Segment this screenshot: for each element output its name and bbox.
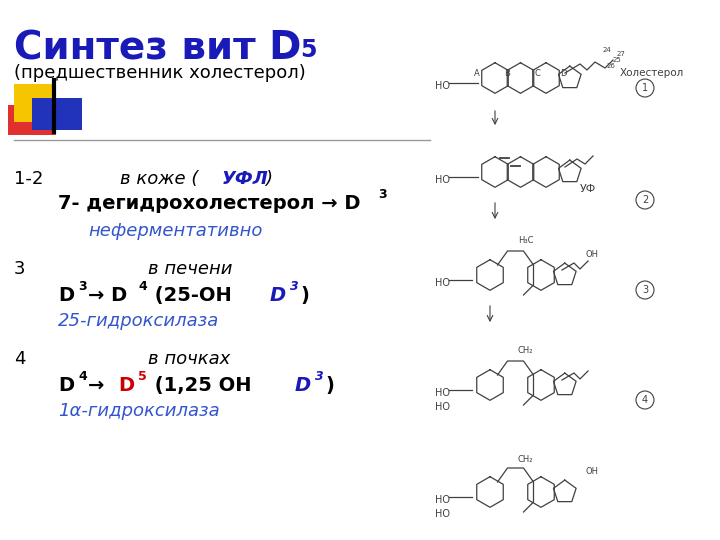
Text: 4: 4	[642, 395, 648, 405]
Text: C: C	[534, 70, 540, 78]
Text: CH₂: CH₂	[518, 455, 534, 464]
Text: ): )	[265, 170, 272, 188]
Bar	[8, 105, 56, 135]
Text: 1-2: 1-2	[14, 170, 43, 188]
Text: 3: 3	[315, 370, 324, 383]
Text: 25: 25	[613, 57, 622, 63]
Text: 25-гидроксилаза: 25-гидроксилаза	[58, 312, 220, 330]
Text: 3: 3	[78, 280, 86, 293]
Text: 3: 3	[290, 280, 299, 293]
Text: 1: 1	[642, 83, 648, 93]
Text: HO: HO	[435, 278, 450, 288]
Text: D: D	[58, 286, 74, 305]
Text: OH: OH	[586, 250, 599, 259]
Text: УФЛ: УФЛ	[222, 170, 269, 188]
Text: ): )	[300, 286, 309, 305]
Bar	[14, 84, 54, 122]
Text: HO: HO	[435, 175, 450, 185]
Text: 1α-гидроксилаза: 1α-гидроксилаза	[58, 402, 220, 420]
Text: → D: → D	[88, 286, 127, 305]
Text: HO: HO	[435, 402, 450, 412]
Text: D: D	[559, 70, 566, 78]
Bar	[32, 98, 82, 130]
Text: 4: 4	[14, 350, 25, 368]
Text: HO: HO	[435, 509, 450, 519]
Text: 5: 5	[300, 38, 317, 62]
Text: OH: OH	[586, 467, 599, 476]
Text: Холестерол: Холестерол	[620, 68, 684, 78]
Text: (25-ОН: (25-ОН	[148, 286, 238, 305]
Text: ): )	[325, 376, 334, 395]
Text: 26: 26	[607, 63, 616, 69]
Text: 5: 5	[138, 370, 147, 383]
Text: D: D	[58, 376, 74, 395]
Text: D: D	[295, 376, 311, 395]
Text: неферментативно: неферментативно	[88, 222, 262, 240]
Text: HO: HO	[435, 81, 450, 91]
Text: 7- дегидрохолестерол → D: 7- дегидрохолестерол → D	[58, 194, 361, 213]
Text: в коже (: в коже (	[120, 170, 199, 188]
Text: (предшественник холестерол): (предшественник холестерол)	[14, 64, 306, 82]
Text: H₃C: H₃C	[518, 236, 534, 245]
Text: 3: 3	[378, 188, 387, 201]
Text: УФ: УФ	[580, 184, 596, 194]
Text: (1,25 ОН: (1,25 ОН	[148, 376, 258, 395]
Text: 4: 4	[138, 280, 147, 293]
Text: A: A	[474, 70, 480, 78]
Text: 27: 27	[617, 51, 626, 57]
Text: HO: HO	[435, 388, 450, 398]
Text: 4: 4	[78, 370, 86, 383]
Text: D: D	[118, 376, 134, 395]
Text: CH₂: CH₂	[518, 346, 534, 355]
Text: D: D	[270, 286, 287, 305]
Text: 3: 3	[14, 260, 25, 278]
Text: в почках: в почках	[148, 350, 230, 368]
Text: HO: HO	[435, 495, 450, 505]
Text: в печени: в печени	[148, 260, 233, 278]
Text: 3: 3	[642, 285, 648, 295]
Text: 2: 2	[642, 195, 648, 205]
Text: 24: 24	[603, 47, 612, 53]
Text: →: →	[88, 376, 111, 395]
Text: Синтез вит D: Синтез вит D	[14, 30, 302, 68]
Text: B: B	[504, 70, 510, 78]
